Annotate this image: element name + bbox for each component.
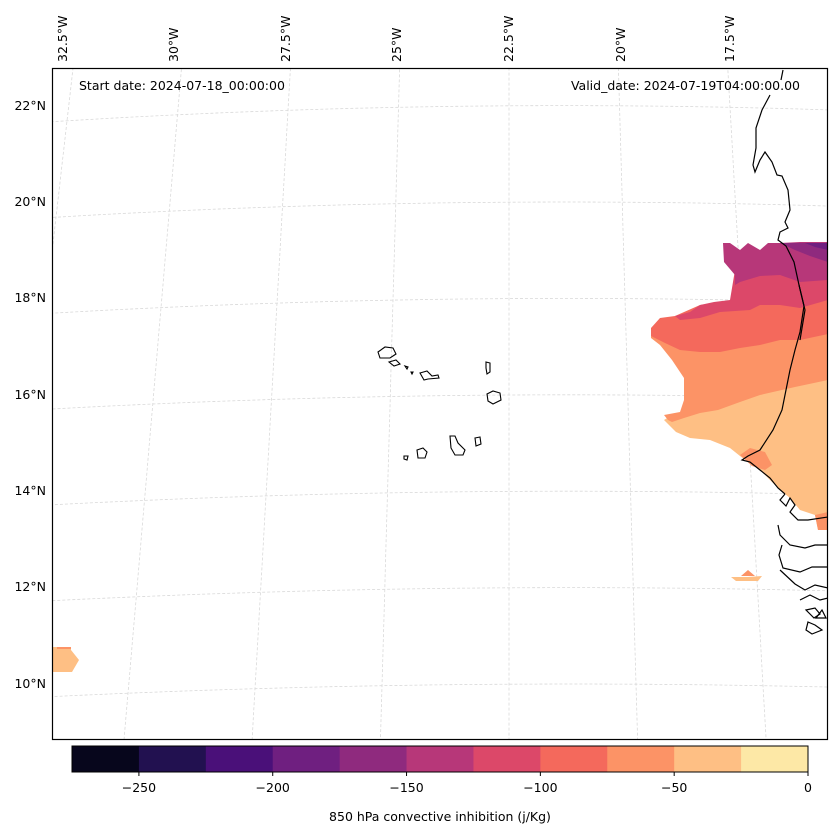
cin-contour-region [651,292,828,352]
parallel-line [52,105,828,123]
meridian-line [52,68,74,252]
colorbar-tick-label: 0 [804,780,812,795]
latitude-label: 22°N [14,98,46,113]
latitude-label: 18°N [14,290,46,305]
cin-contour-region [53,647,79,672]
colorbar-tick-label: −250 [121,780,157,795]
latitude-label: 16°N [14,387,46,402]
parallel-line [52,490,828,506]
parallel-line [52,683,828,697]
latitude-label: 10°N [14,676,46,691]
colorbar-segment [741,746,809,772]
colorbar-title: 850 hPa convective inhibition (j/Kg) [329,809,551,824]
cin-contour-region [731,576,762,581]
cape-verde-island [486,390,502,405]
coastline [804,607,821,619]
colorbar-segment [339,746,408,772]
latitude-label: 14°N [14,483,46,498]
meridian-line [251,68,291,740]
gridlines [52,68,828,740]
longitude-label: 25°W [389,27,404,62]
longitude-label: 30°W [166,27,181,62]
cape-verde-island [485,361,491,375]
coastline [805,621,824,635]
colorbar-segment [72,746,140,772]
latitude-label: 20°N [14,194,46,209]
cin-contour-region [740,448,772,470]
longitude-label: 32.5°W [55,15,70,62]
coastline [777,524,828,549]
cin-contour-region [741,570,755,576]
cape-verde-island [449,435,466,456]
cape-verde-island [377,346,397,359]
colorbar-tick-label: −50 [660,780,688,795]
cape-verde-island [387,359,402,367]
coastline [778,544,828,573]
cin-field [53,242,828,672]
colorbar-tick-label: −150 [389,780,424,795]
colorbar-tick-label: −200 [255,780,290,795]
colorbar-segment [607,746,675,772]
cin-contour-region [57,647,71,649]
coastline [799,594,828,601]
cin-contour-region [723,242,828,285]
cape-verde-island [416,447,428,459]
coastline [779,493,828,521]
parallel-line [52,201,828,218]
colorbar-segment [406,746,474,772]
start-date-annotation: Start date: 2024-07-18_00:00:00 [79,78,285,93]
cape-verde-island [410,371,414,376]
cape-verde-island [474,436,482,447]
cin-contour-region [815,512,828,530]
latitude-label: 12°N [14,579,46,594]
cin-contour-region [780,243,828,262]
meridian-line [380,68,401,740]
coastlines [377,69,828,635]
coastline [740,69,805,495]
valid-date-annotation: Valid_date: 2024-07-19T04:00:00.00 [570,78,800,93]
longitude-label: 27.5°W [278,15,293,62]
map-frame [51,67,829,741]
cape-verde-island [403,455,409,461]
colorbar-segment [138,746,207,772]
coastline [814,608,827,619]
cin-contour-region [675,268,828,320]
cape-verde-island [419,370,440,381]
coastline [798,284,806,341]
colorbar-segment [473,746,541,772]
longitude-label: 22.5°W [501,15,516,62]
parallel-line [52,587,828,602]
colorbar-outline [71,745,809,773]
coastline [779,569,828,591]
colorbar-segment [205,746,274,772]
cape-verde-island [403,364,409,371]
longitude-label: 20°W [613,27,628,62]
colorbar-segment [674,746,742,772]
longitude-label: 17.5°W [722,15,737,62]
colorbar-segment [272,746,341,772]
cin-contour-region [805,243,828,250]
colorbar-segment [540,746,608,772]
colorbar [71,745,809,776]
colorbar-tick-label: −100 [523,780,558,795]
